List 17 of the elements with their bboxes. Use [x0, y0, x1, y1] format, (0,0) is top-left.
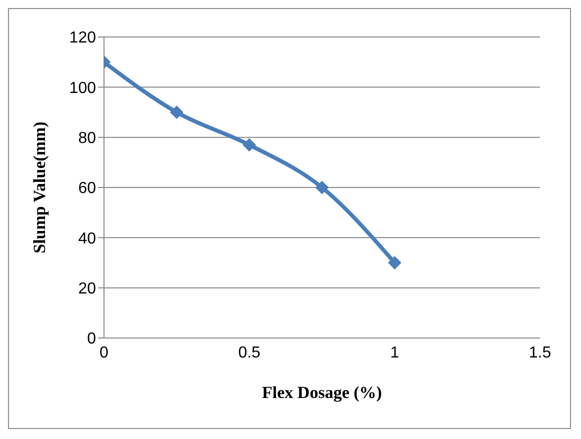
x-axis-title: Flex Dosage (%): [262, 383, 382, 402]
y-tick-label: 20: [78, 280, 96, 298]
y-tick-label: 40: [78, 230, 96, 248]
x-tick-label: 1.5: [528, 344, 552, 362]
y-tick-label: 0: [87, 330, 96, 348]
y-axis-title: Slump Value(mm): [30, 122, 50, 254]
point: [242, 138, 256, 152]
x-tick-label: 1: [390, 344, 400, 362]
y-tick-label: 100: [69, 80, 96, 97]
x-tick-label: 0.5: [238, 344, 261, 362]
y-tick-label: 120: [69, 30, 96, 47]
y-tick-label: 80: [78, 130, 96, 148]
y-tick-label: 60: [78, 180, 96, 198]
x-tick-label: 0: [100, 344, 109, 362]
point: [316, 181, 328, 194]
point: [388, 256, 402, 270]
point: [170, 106, 184, 119]
